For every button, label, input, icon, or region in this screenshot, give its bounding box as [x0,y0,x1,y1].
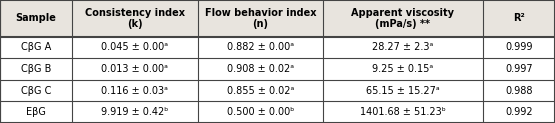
Text: 0.013 ± 0.00ᵃ: 0.013 ± 0.00ᵃ [102,64,168,74]
Text: 9.25 ± 0.15ᵃ: 9.25 ± 0.15ᵃ [372,64,433,74]
Text: 0.997: 0.997 [505,64,533,74]
Text: 0.992: 0.992 [505,107,533,117]
Text: Consistency index
(k): Consistency index (k) [85,8,185,29]
Text: 0.908 ± 0.02ᵃ: 0.908 ± 0.02ᵃ [227,64,294,74]
Text: 28.27 ± 2.3ᵃ: 28.27 ± 2.3ᵃ [372,42,433,52]
Text: 0.500 ± 0.00ᵇ: 0.500 ± 0.00ᵇ [226,107,294,117]
Text: Sample: Sample [16,13,57,23]
Text: 0.116 ± 0.03ᵃ: 0.116 ± 0.03ᵃ [102,86,168,96]
Text: CβG B: CβG B [21,64,51,74]
Text: CβG C: CβG C [21,86,51,96]
Text: 0.999: 0.999 [505,42,533,52]
Text: 1401.68 ± 51.23ᵇ: 1401.68 ± 51.23ᵇ [360,107,446,117]
Text: 65.15 ± 15.27ᵃ: 65.15 ± 15.27ᵃ [366,86,440,96]
Text: Flow behavior index
(n): Flow behavior index (n) [204,8,316,29]
Text: 0.988: 0.988 [505,86,533,96]
Text: 0.045 ± 0.00ᵃ: 0.045 ± 0.00ᵃ [102,42,168,52]
Text: R²: R² [513,13,525,23]
Text: 9.919 ± 0.42ᵇ: 9.919 ± 0.42ᵇ [101,107,169,117]
Text: EβG: EβG [26,107,46,117]
Bar [0,0,555,37]
Text: 0.855 ± 0.02ᵃ: 0.855 ± 0.02ᵃ [226,86,294,96]
Text: 0.882 ± 0.00ᵃ: 0.882 ± 0.00ᵃ [227,42,294,52]
Text: CβG A: CβG A [21,42,51,52]
Text: Apparent viscosity
(mPa/s) **: Apparent viscosity (mPa/s) ** [351,8,455,29]
